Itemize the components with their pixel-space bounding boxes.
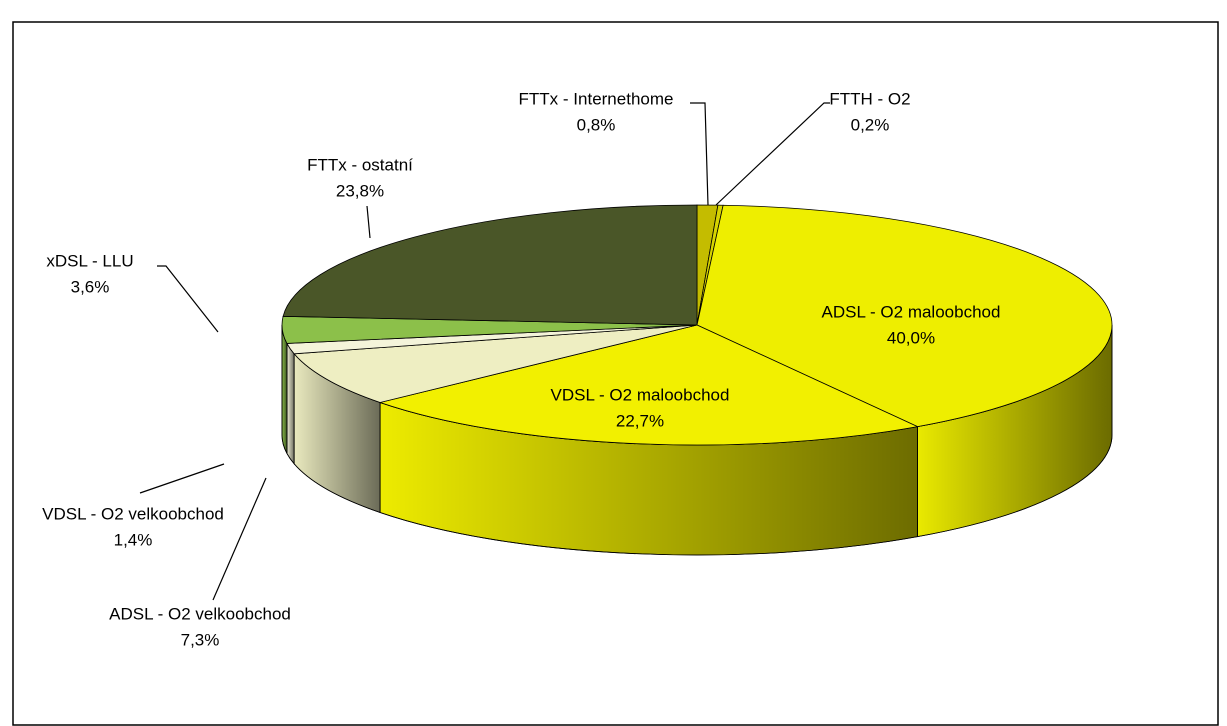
slice-label: FTTH - O2 xyxy=(829,89,910,108)
slice-value-label: 23,8% xyxy=(336,181,384,200)
slice-value-label: 1,4% xyxy=(114,530,153,549)
slice-label: VDSL - O2 velkoobchod xyxy=(42,504,224,523)
slice-label: FTTx - ostatní xyxy=(307,155,413,174)
leader-line xyxy=(157,265,219,333)
leader-line xyxy=(366,205,371,239)
slice-label: VDSL - O2 maloobchod xyxy=(551,385,730,404)
slice-label: ADSL - O2 velkoobchod xyxy=(109,604,291,623)
slice-label: ADSL - O2 maloobchod xyxy=(822,302,1001,321)
slice-label: xDSL - LLU xyxy=(46,251,133,270)
slice-value-label: 40,0% xyxy=(887,328,935,347)
slice xyxy=(282,204,698,326)
slice-value-label: 22,7% xyxy=(616,411,664,430)
slice-value-label: 0,8% xyxy=(577,115,616,134)
slice xyxy=(696,204,1113,428)
slice-side-shade xyxy=(281,324,288,454)
slice-value-label: 0,2% xyxy=(851,115,890,134)
slice-side-shade xyxy=(286,343,295,465)
leader-line xyxy=(715,102,830,206)
slice xyxy=(293,324,698,403)
slice-value-label: 3,6% xyxy=(71,277,110,296)
slice-value-label: 7,3% xyxy=(181,630,220,649)
slice xyxy=(378,324,919,446)
leader-line xyxy=(690,102,709,206)
slice-label: FTTx - Internethome xyxy=(519,89,674,108)
leader-line xyxy=(139,463,225,494)
leader-line xyxy=(212,477,267,601)
